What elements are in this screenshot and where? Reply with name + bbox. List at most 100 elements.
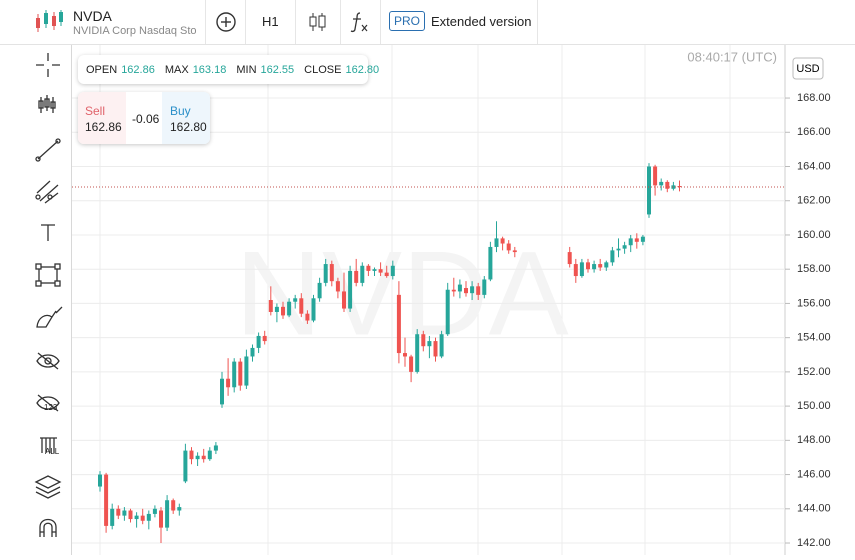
candle-body <box>586 262 590 270</box>
candle-body <box>335 281 340 292</box>
candle-body <box>268 300 273 312</box>
value: 162.55 <box>260 63 295 76</box>
buy-button[interactable] <box>162 92 210 144</box>
clock: 08:40:17 (UTC) <box>687 49 777 64</box>
label: OPEN <box>86 63 118 76</box>
symbol-name: NVIDIA Corp Nasdaq Sto <box>73 25 197 37</box>
candle-body <box>396 294 401 354</box>
tool-icons <box>34 53 63 538</box>
candle-body <box>152 508 157 514</box>
candle-body <box>207 450 212 460</box>
y-tick-label: 144.00 <box>797 503 831 515</box>
timeframe-button[interactable]: H1 <box>262 14 279 29</box>
buy-price[interactable]: 162.80 <box>170 120 207 134</box>
trade-panel: Sell 162.86 -0.06 Buy 162.80 <box>78 92 210 144</box>
candle-body <box>421 334 426 347</box>
candle-body <box>671 185 676 189</box>
fibonacci-tool[interactable] <box>35 180 59 204</box>
candle-body <box>110 508 115 526</box>
y-tick-label: 158.00 <box>797 263 831 275</box>
candle-body <box>445 289 450 335</box>
candle-body <box>506 243 511 251</box>
candle-body <box>476 286 481 295</box>
candle-body <box>293 298 298 302</box>
candle-body <box>128 510 133 520</box>
drawing-toolbar: 123 ALL <box>0 45 72 555</box>
y-tick-label: 142.00 <box>797 537 831 549</box>
extended-version-link[interactable]: Extended version <box>431 14 532 29</box>
candle-body <box>299 298 304 314</box>
buy-label[interactable]: Buy <box>170 104 191 118</box>
sell-label[interactable]: Sell <box>85 104 106 118</box>
functions-button[interactable] <box>349 10 371 34</box>
hide-values-tool[interactable] <box>36 394 60 412</box>
candle-body <box>244 356 249 386</box>
candle-body <box>183 450 188 482</box>
candle-body <box>226 378 231 388</box>
logo-icon <box>36 10 63 32</box>
candle-body <box>579 262 584 277</box>
candle-body <box>323 264 328 283</box>
candle-body <box>287 301 292 316</box>
candle-body <box>409 356 414 372</box>
candle-body <box>348 270 353 309</box>
brush-tool[interactable] <box>36 306 63 328</box>
y-tick-label: 146.00 <box>797 468 831 480</box>
candle-body <box>494 238 499 247</box>
candle-body <box>464 288 468 294</box>
currency-button[interactable] <box>792 57 824 80</box>
candle-body <box>256 335 261 348</box>
candle-body <box>195 455 200 460</box>
candle-body <box>171 500 176 511</box>
label: MIN <box>236 63 257 76</box>
text-tool[interactable] <box>41 224 55 241</box>
y-tick-label: 162.00 <box>797 195 831 207</box>
pro-badge[interactable]: PRO <box>389 11 426 31</box>
candle-body <box>159 510 163 528</box>
indicators-tool[interactable] <box>38 95 56 113</box>
sell-button[interactable] <box>78 92 126 144</box>
y-tick-label: 164.00 <box>797 160 831 172</box>
y-tick-label: 166.00 <box>797 126 831 138</box>
candle-body <box>403 353 407 357</box>
label: MAX <box>164 63 189 76</box>
shape-tool[interactable] <box>35 263 61 287</box>
candle-body <box>598 264 603 268</box>
trend-line-tool[interactable] <box>35 138 61 162</box>
candle-body <box>427 341 432 347</box>
candle-body <box>500 238 505 244</box>
candle-body <box>372 269 377 271</box>
y-tick-label: 160.00 <box>797 229 831 241</box>
hide-drawings-tool[interactable] <box>36 352 60 370</box>
candle-body <box>634 238 639 242</box>
candle-body <box>329 264 334 282</box>
candle-body <box>232 361 237 388</box>
top-bar: NVDA NVIDIA Corp Nasdaq Sto H1 PRO Exten… <box>0 0 855 45</box>
chart-type-button[interactable] <box>308 11 328 33</box>
y-tick-label: 152.00 <box>797 366 831 378</box>
symbol: NVDA <box>73 8 112 24</box>
value: 162.86 <box>121 63 155 76</box>
add-indicator-button[interactable] <box>215 11 237 33</box>
value: 162.80 <box>345 63 380 76</box>
delete-all-tool[interactable] <box>40 437 57 453</box>
y-tick-label: 150.00 <box>797 400 831 412</box>
candle-body <box>439 334 444 357</box>
candle-body <box>177 507 182 511</box>
spread: -0.06 <box>132 112 160 126</box>
candle-body <box>451 289 456 292</box>
sell-price[interactable]: 162.86 <box>85 120 122 134</box>
candle-body <box>140 515 145 521</box>
candle-body <box>457 284 462 292</box>
candle-body <box>567 252 572 265</box>
candle-body <box>281 306 285 316</box>
magnet-tool[interactable] <box>39 518 57 538</box>
candle-body <box>616 248 621 251</box>
icon-label: 123 <box>44 403 58 412</box>
layers-tool[interactable] <box>34 475 62 499</box>
candle-body <box>573 264 578 277</box>
crosshair-tool[interactable] <box>36 53 60 77</box>
currency[interactable]: USD <box>796 63 819 75</box>
candle-body <box>653 166 658 186</box>
